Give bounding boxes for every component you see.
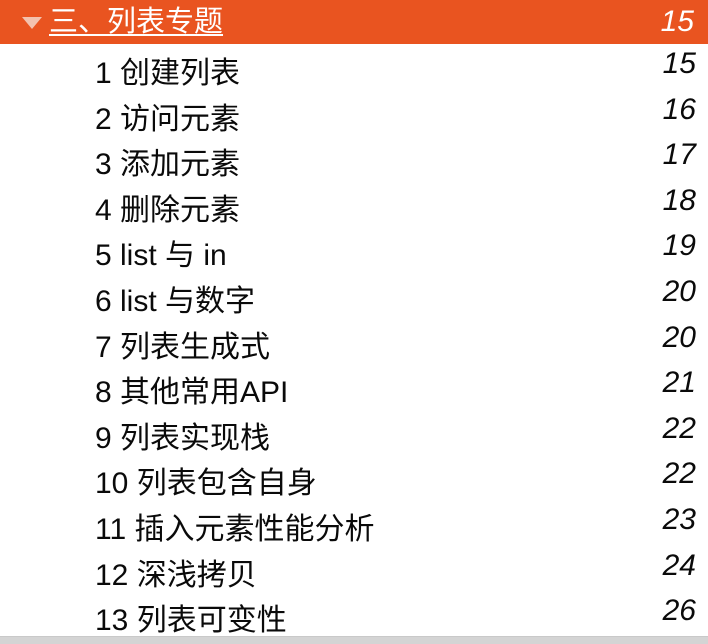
toc-item-page-number: 16 — [662, 92, 696, 126]
toc-item[interactable]: 13 列表可变性 26 — [0, 591, 708, 637]
toc-item-page-number: 20 — [662, 320, 696, 354]
toc-item-page-number: 23 — [662, 502, 696, 536]
toc-item[interactable]: 1 创建列表 15 — [0, 44, 708, 90]
toc-item-label[interactable]: 6 list 与数字 — [95, 284, 256, 318]
toc-item-label[interactable]: 9 列表实现栈 — [95, 421, 271, 455]
toc-item[interactable]: 11 插入元素性能分析 23 — [0, 500, 708, 546]
toc-section-title[interactable]: 三、列表专题 — [49, 5, 224, 38]
toc-item-label[interactable]: 5 list 与 in — [95, 239, 227, 273]
toc-item-label[interactable]: 11 插入元素性能分析 — [95, 512, 375, 546]
toc-item-list: 1 创建列表 15 2 访问元素 16 3 添加元素 17 4 删除元素 18 … — [0, 44, 708, 637]
toc-item[interactable]: 12 深浅拷贝 24 — [0, 546, 708, 592]
toc-item[interactable]: 5 list 与 in 19 — [0, 226, 708, 272]
toc-item-page-number: 26 — [662, 594, 696, 628]
toc-item-page-number: 24 — [662, 548, 696, 582]
toc-item-page-number: 21 — [662, 366, 696, 400]
toc-item-label[interactable]: 7 列表生成式 — [95, 330, 271, 364]
toc-item-page-number: 19 — [662, 229, 696, 263]
toc-item-label[interactable]: 2 访问元素 — [95, 102, 241, 136]
toc-item[interactable]: 7 列表生成式 20 — [0, 318, 708, 364]
toc-item-label[interactable]: 1 创建列表 — [95, 57, 241, 90]
toc-item-label[interactable]: 3 添加元素 — [95, 148, 241, 182]
toc-item[interactable]: 4 删除元素 18 — [0, 181, 708, 227]
toc-item[interactable]: 8 其他常用API 21 — [0, 363, 708, 409]
toc-item-label[interactable]: 4 删除元素 — [95, 193, 241, 227]
toc-item[interactable]: 2 访问元素 16 — [0, 90, 708, 136]
toc-item-page-number: 15 — [662, 47, 696, 80]
toc-section-page-number: 15 — [660, 5, 694, 38]
toc-item[interactable]: 9 列表实现栈 22 — [0, 409, 708, 455]
bottom-divider-bar — [0, 636, 708, 644]
toc-item-label[interactable]: 10 列表包含自身 — [95, 467, 317, 501]
toc-item-page-number: 22 — [662, 411, 696, 445]
toc-item-label[interactable]: 8 其他常用API — [95, 376, 289, 410]
triangle-down-icon[interactable] — [22, 17, 42, 29]
toc-item-page-number: 17 — [662, 138, 696, 172]
toc-item-page-number: 18 — [662, 183, 696, 217]
toc-item-label[interactable]: 12 深浅拷贝 — [95, 558, 257, 592]
toc-section-header-selected[interactable]: 三、列表专题 15 — [0, 0, 708, 44]
toc-item[interactable]: 6 list 与数字 20 — [0, 272, 708, 318]
toc-item-label[interactable]: 13 列表可变性 — [95, 604, 287, 638]
toc-item-page-number: 22 — [662, 457, 696, 491]
toc-item-page-number: 20 — [662, 274, 696, 308]
toc-item[interactable]: 3 添加元素 17 — [0, 135, 708, 181]
toc-item[interactable]: 10 列表包含自身 22 — [0, 454, 708, 500]
